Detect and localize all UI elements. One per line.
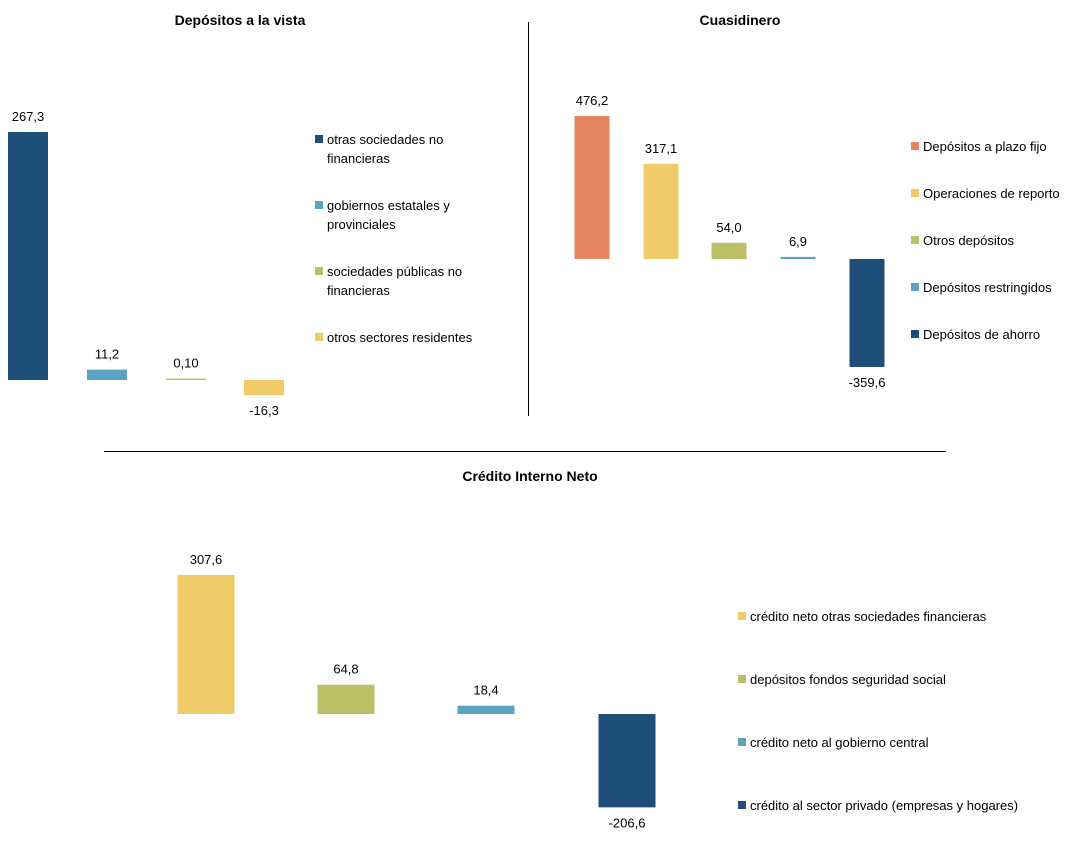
legend-swatch [738,612,746,620]
data-label: 0,10 [173,356,198,371]
data-label: 11,2 [95,347,119,362]
legend-swatch [738,801,746,809]
data-label: 18,4 [473,683,498,698]
bar-credito-4 [598,714,656,808]
legend-swatch [911,189,919,197]
legend-item: sociedades públicas no financieras [315,262,477,300]
legend-item: otros sectores residentes [315,328,472,347]
horizontal-divider [104,451,946,452]
data-label: -16,3 [249,403,279,418]
legend-item: Depósitos a plazo fijo [911,137,1047,156]
legend-label: crédito al sector privado (empresas y ho… [750,798,1019,813]
legend-swatch [738,738,746,746]
legend-label: Depósitos a plazo fijo [923,139,1047,154]
legend-swatch [911,330,919,338]
legend-item: gobiernos estatales y provinciales [315,196,477,234]
bar-credito-3 [457,705,515,714]
bar-cuasidinero-2 [643,163,679,259]
chart-title-cuasidinero: Cuasidinero [699,12,781,28]
chart-title-depositos-vista: Depósitos a la vista [174,12,306,28]
legend-label: Operaciones de reporto [923,186,1060,201]
bar-cuasidinero-4 [780,256,816,259]
legend-label: crédito neto otras sociedades financiera… [750,609,987,624]
chart-depositos-vista: 267,3 11,2 0,10 -16,3 [8,109,284,418]
legend-item: crédito neto al gobierno central [738,733,929,752]
legend-swatch [315,333,323,341]
legend-label: depósitos fondos seguridad social [750,672,946,687]
legend-swatch [315,201,323,209]
legend-item: crédito al sector privado (empresas y ho… [738,796,1018,815]
chart-title-credito-interno: Crédito Interno Neto [462,468,598,484]
legend-item: Otros depósitos [911,231,1014,250]
data-label: 6,9 [789,234,807,249]
legend-item: Depósitos de ahorro [911,325,1040,344]
data-label: -206,6 [609,815,646,830]
bar-vista-2 [87,369,127,380]
bar-cuasidinero-5 [849,259,885,367]
data-label: 317,1 [645,141,678,156]
legend-swatch [738,675,746,683]
bar-vista-3 [166,378,206,380]
legend-label: Otros depósitos [923,233,1015,248]
data-label: 64,8 [333,662,358,677]
bar-cuasidinero-3 [711,242,747,259]
bar-vista-1 [8,132,48,380]
chart-cuasidinero: 476,2 317,1 54,0 6,9 -359,6 [574,93,886,390]
legend-label: crédito neto al gobierno central [750,735,929,750]
vertical-divider [528,22,529,416]
legend-swatch [911,236,919,244]
legend-item: crédito neto otras sociedades financiera… [738,607,986,626]
legend-item: Depósitos restringidos [911,278,1052,297]
data-label: 307,6 [190,552,223,567]
data-label: -359,6 [849,375,886,390]
bar-vista-4 [244,380,284,396]
bar-credito-1 [177,575,235,714]
legend-item: Operaciones de reporto [911,184,1060,203]
data-label: 267,3 [12,109,45,124]
legend-item: depósitos fondos seguridad social [738,670,946,689]
legend-label: Depósitos de ahorro [923,327,1041,342]
legend-label: gobiernos estatales y provinciales [327,198,450,232]
bar-cuasidinero-1 [574,116,610,259]
data-label: 476,2 [576,93,609,108]
legend-label: otras sociedades no financieras [327,132,444,166]
data-label: 54,0 [716,220,741,235]
bar-credito-2 [317,684,375,714]
legend-label: sociedades públicas no financieras [327,264,463,298]
legend-label: otros sectores residentes [327,330,473,345]
legend-swatch [315,267,323,275]
legend-swatch [315,135,323,143]
legend-swatch [911,283,919,291]
legend-label: Depósitos restringidos [923,280,1052,295]
legend-swatch [911,142,919,150]
legend-item: otras sociedades no financieras [315,130,477,168]
